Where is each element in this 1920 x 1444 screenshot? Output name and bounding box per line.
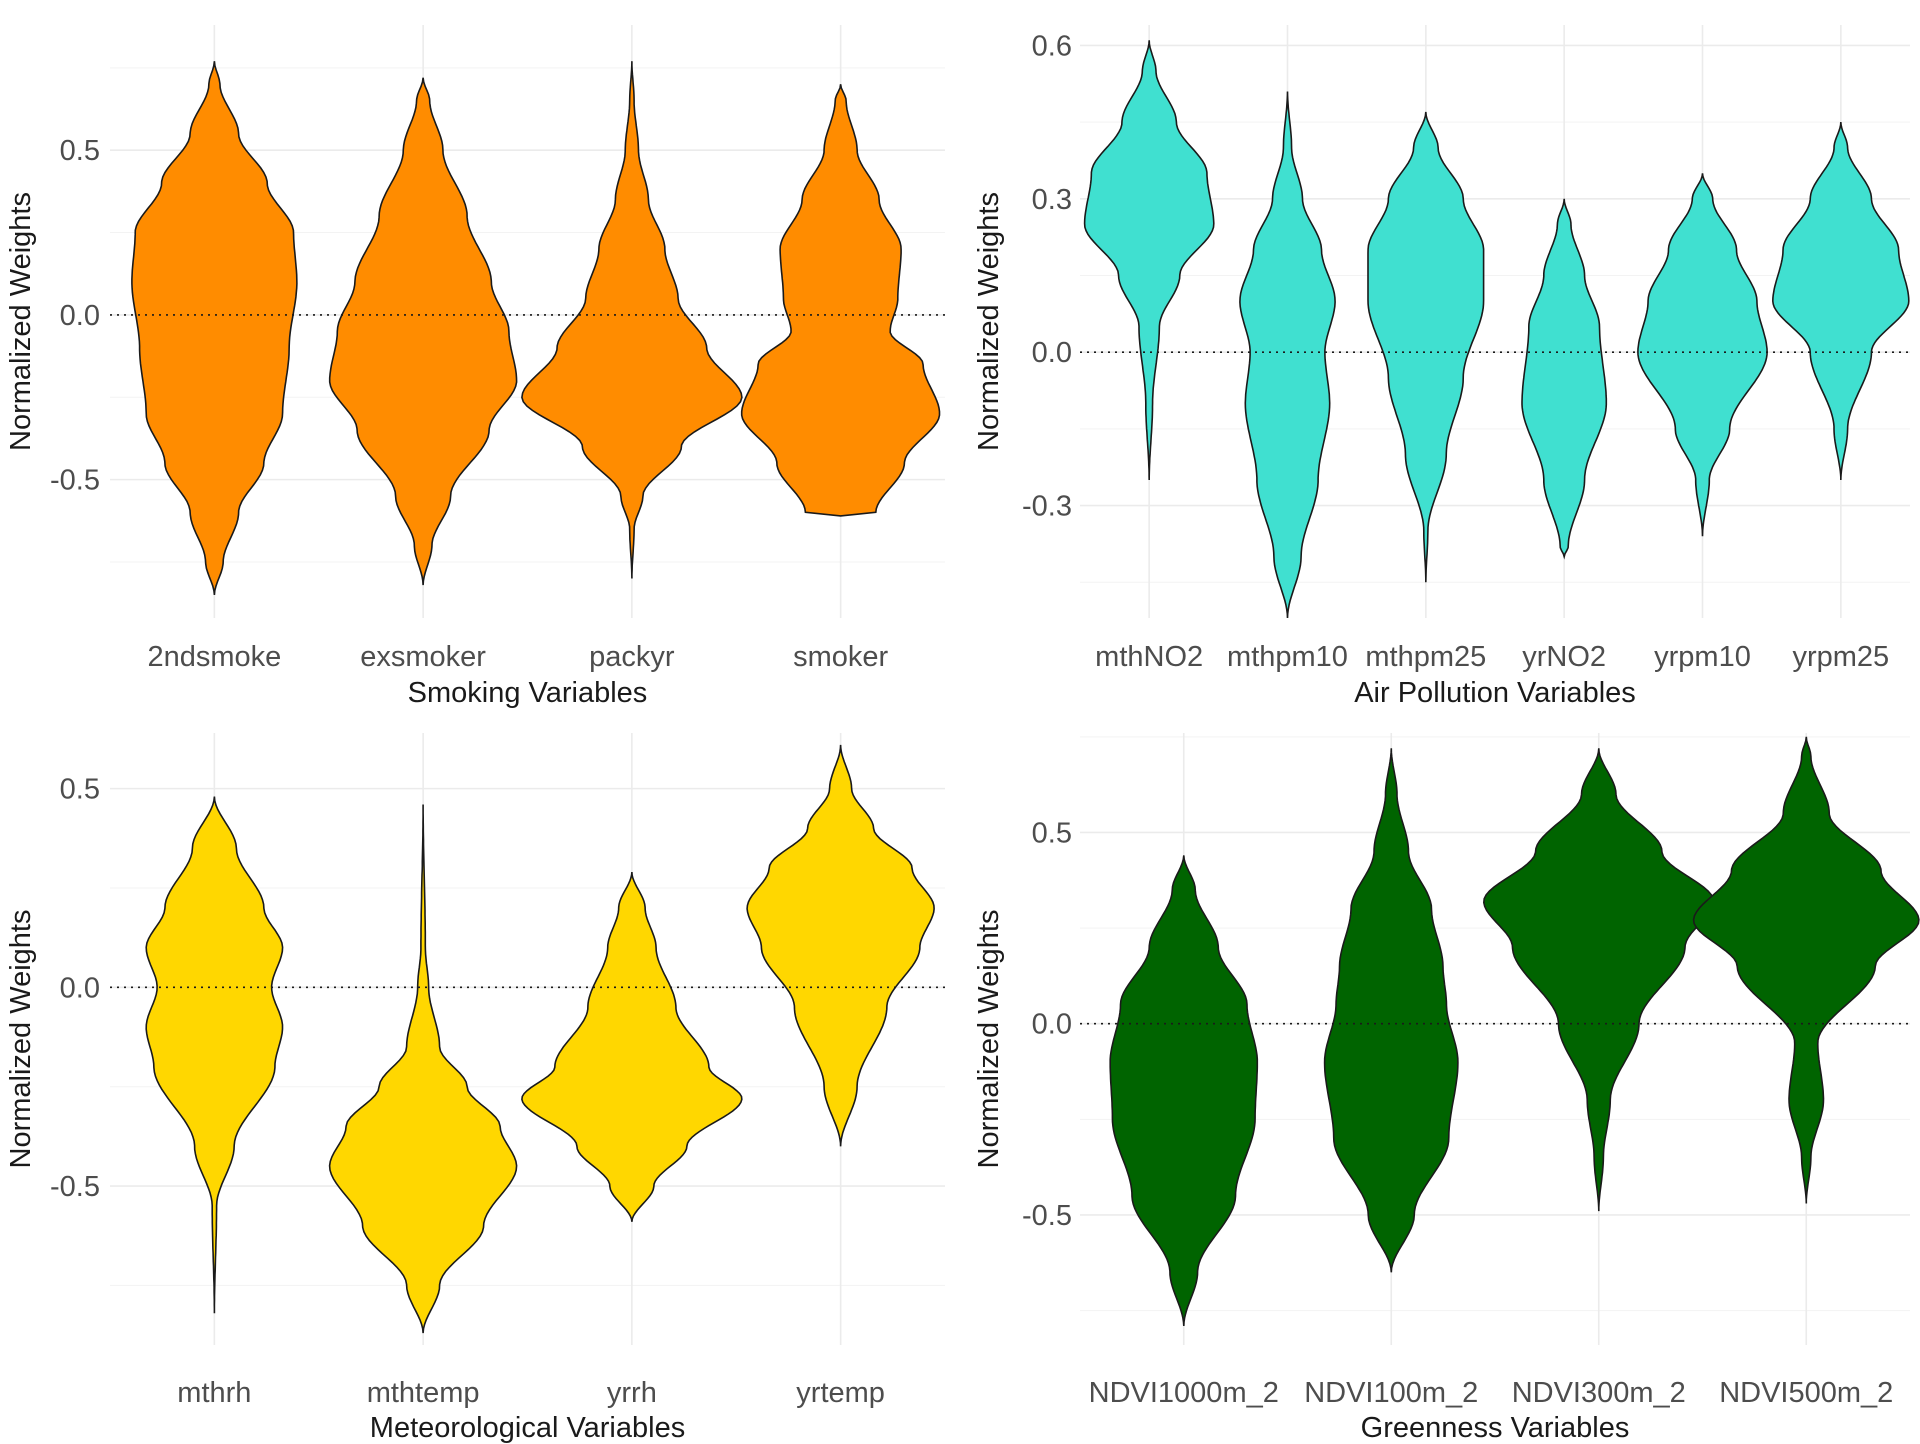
y-axis-label: Normalized Weights <box>973 910 1005 1169</box>
x-axis-label: Smoking Variables <box>408 677 648 709</box>
y-tick-label: 0.5 <box>60 774 100 806</box>
x-tick-label: mthpm25 <box>1365 641 1486 673</box>
violin-mthrh <box>145 796 284 1314</box>
x-tick-label: 2ndsmoke <box>147 641 281 673</box>
violin-NDVI100m_2 <box>1323 748 1459 1273</box>
x-tick-label: NDVI1000m_2 <box>1089 1377 1279 1409</box>
panel-3: -0.5 0.0 0.5 mthrh mthtemp yrrh yrtemp Meteorol… <box>5 733 945 1444</box>
panel-4: -0.5 0.0 0.5 NDVI1000m_2 NDVI100m_2 NDVI300m_… <box>973 733 1920 1444</box>
x-tick-label: mthtemp <box>367 1377 480 1409</box>
y-tick-label: 0.5 <box>60 135 100 167</box>
x-tick-label: NDVI500m_2 <box>1719 1377 1893 1409</box>
panel-1: -0.5 0.0 0.5 2ndsmoke exsmoker packyr smoker Sm… <box>5 25 945 709</box>
violin-mthNO2 <box>1083 40 1215 481</box>
y-tick-label: -0.5 <box>50 465 100 497</box>
y-tick-label: 0.6 <box>1032 30 1072 62</box>
x-axis-label: Air Pollution Variables <box>1354 677 1636 709</box>
y-tick-label: -0.5 <box>1022 1200 1072 1232</box>
violin-NDVI500m_2 <box>1692 736 1920 1204</box>
y-axis-label: Normalized Weights <box>973 192 1005 451</box>
violin-NDVI300m_2 <box>1482 748 1715 1212</box>
y-tick-label: 0.0 <box>60 972 100 1004</box>
violin-yrtemp <box>746 744 935 1147</box>
x-axis-label: Meteorological Variables <box>370 1412 685 1444</box>
y-tick-label: -0.5 <box>50 1171 100 1203</box>
violin-exsmoker <box>328 77 518 586</box>
violin-yrpm25 <box>1771 122 1910 481</box>
violin-2ndsmoke <box>131 61 298 595</box>
y-tick-label: 0.5 <box>1032 817 1072 849</box>
violin-NDVI1000m_2 <box>1109 855 1259 1326</box>
x-tick-label: NDVI300m_2 <box>1512 1377 1686 1409</box>
x-tick-label: exsmoker <box>360 641 486 673</box>
x-tick-label: packyr <box>589 641 675 673</box>
violin-packyr <box>521 61 743 579</box>
violin-yrrh <box>521 872 743 1222</box>
x-tick-label: mthpm10 <box>1227 641 1348 673</box>
y-axis-label: Normalized Weights <box>5 910 37 1169</box>
violin-yrpm10 <box>1637 173 1768 537</box>
panel-2: -0.3 0.0 0.3 0.6 mthNO2 mthpm10 mthpm25 yrNO2 yr… <box>973 25 1910 709</box>
y-tick-label: 0.3 <box>1032 184 1072 216</box>
y-tick-label: -0.3 <box>1022 491 1072 523</box>
x-tick-label: mthrh <box>177 1377 251 1409</box>
y-tick-label: 0.0 <box>60 300 100 332</box>
violin-mthpm25 <box>1367 111 1485 583</box>
x-tick-label: yrpm25 <box>1792 641 1889 673</box>
x-tick-label: smoker <box>793 641 888 673</box>
x-tick-label: NDVI100m_2 <box>1304 1377 1478 1409</box>
y-tick-label: 0.0 <box>1032 337 1072 369</box>
x-tick-label: yrtemp <box>796 1377 885 1409</box>
x-tick-label: yrpm10 <box>1654 641 1751 673</box>
violin-mthpm10 <box>1239 91 1336 619</box>
y-tick-label: 0.0 <box>1032 1009 1072 1041</box>
x-tick-label: yrrh <box>607 1377 657 1409</box>
x-tick-label: mthNO2 <box>1095 641 1203 673</box>
violin-mthtemp <box>328 804 518 1334</box>
x-tick-label: yrNO2 <box>1522 641 1606 673</box>
violin-smoker <box>740 84 941 517</box>
x-axis-label: Greenness Variables <box>1361 1412 1630 1444</box>
violin-yrNO2 <box>1521 198 1608 560</box>
y-axis-label: Normalized Weights <box>5 192 37 451</box>
